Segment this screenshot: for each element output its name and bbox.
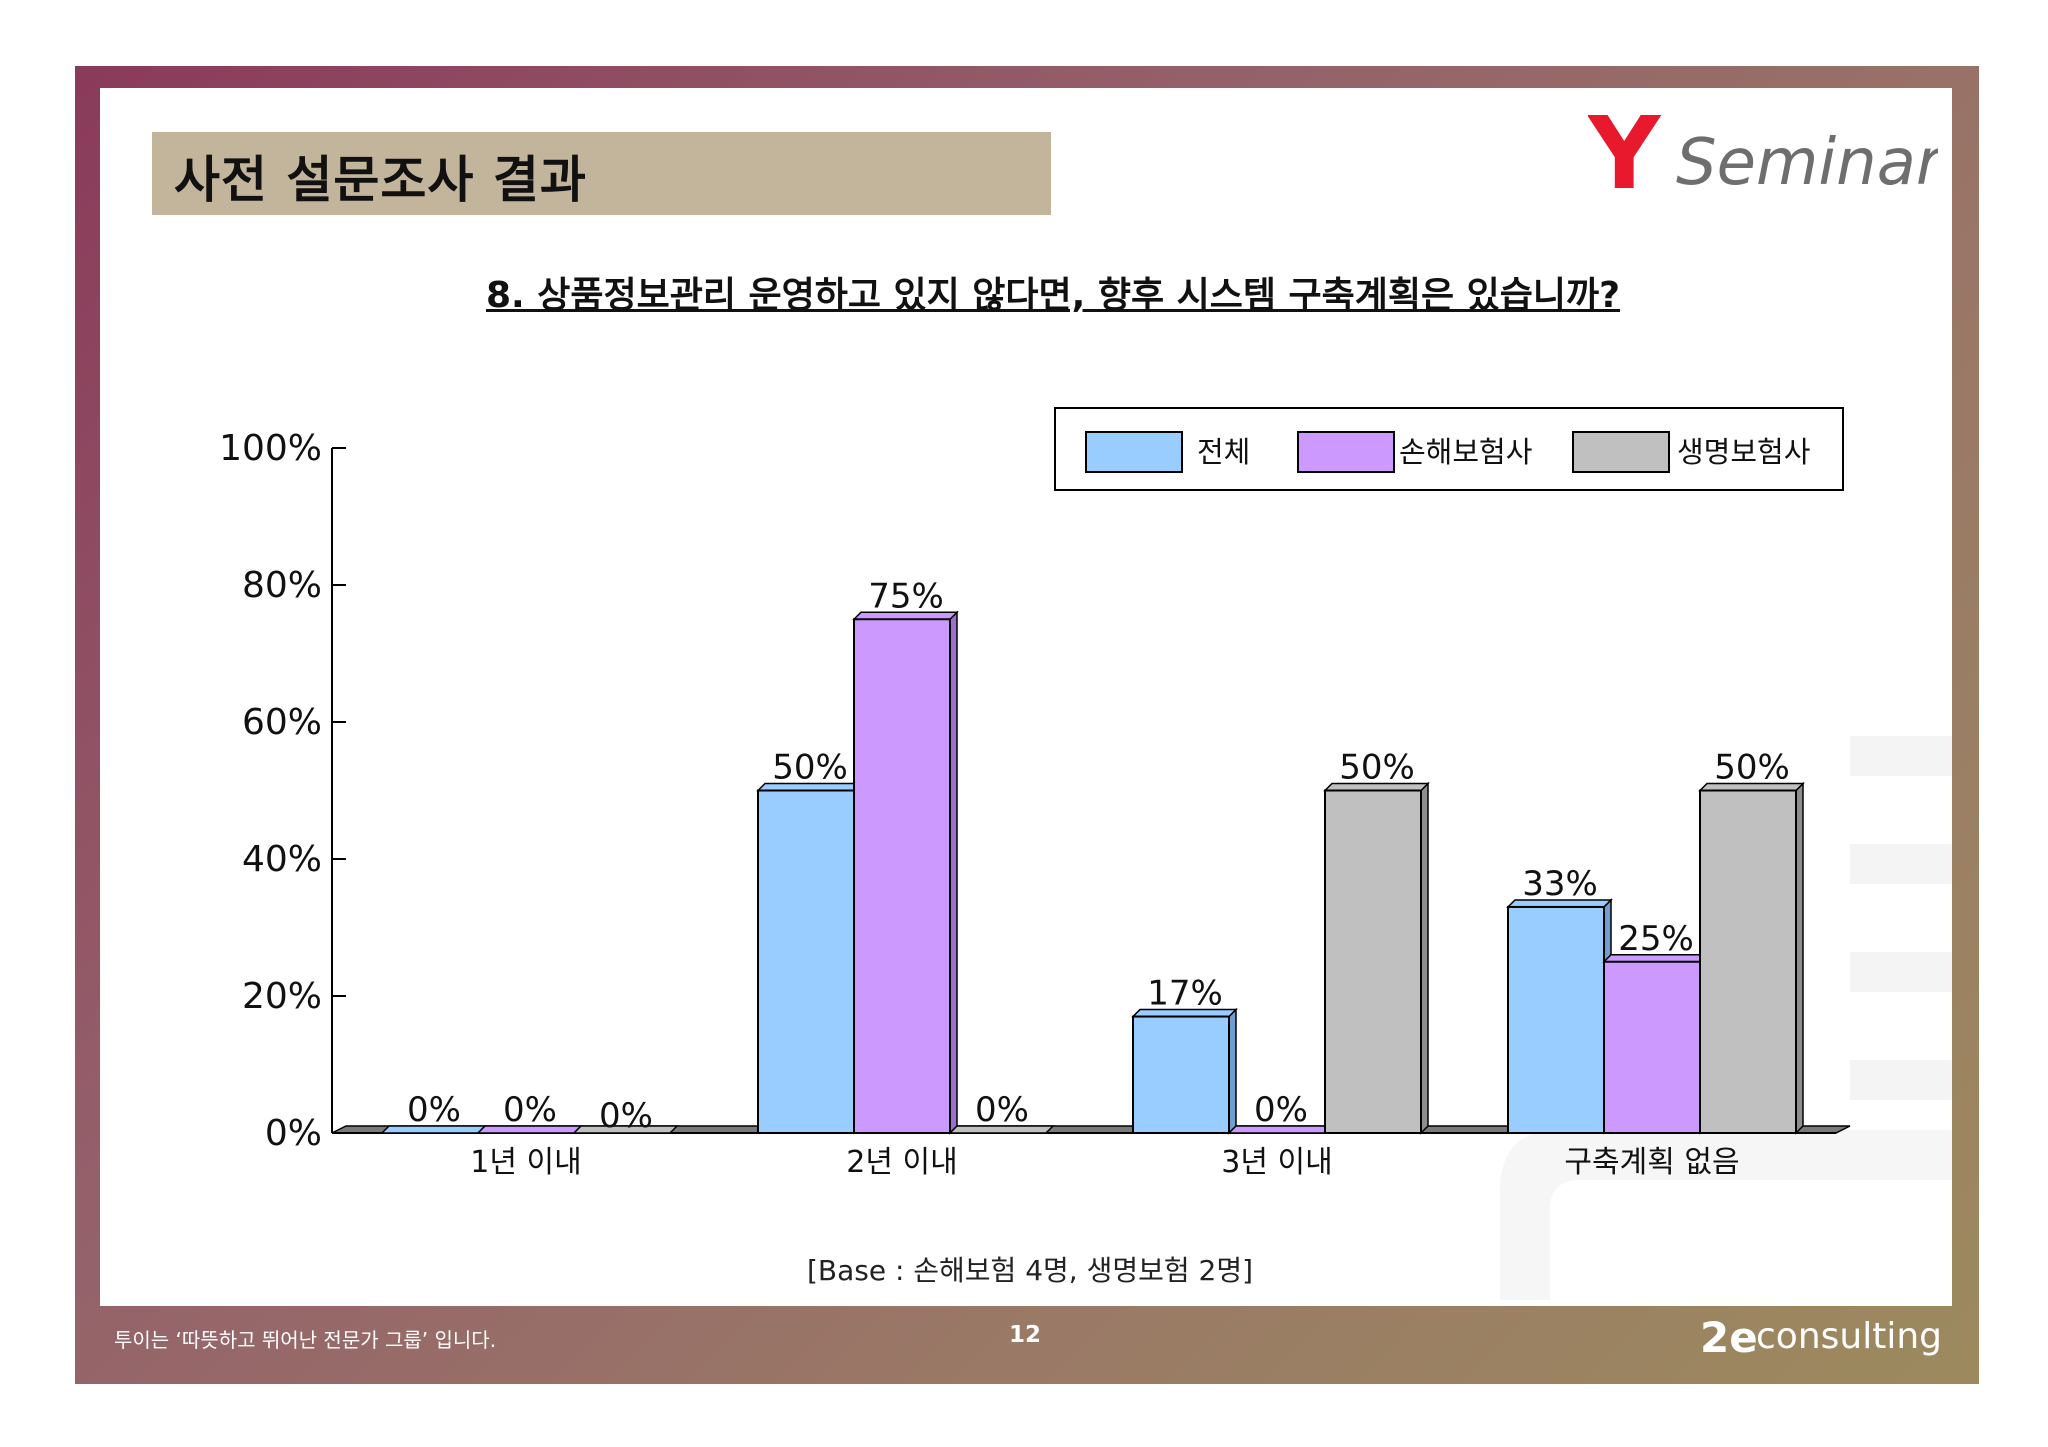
y-tick-label-20: 20% (242, 976, 322, 1017)
data-label-0-2: 0% (599, 1096, 653, 1136)
y-tick-label-80: 80% (242, 565, 322, 606)
yseminar-logo: Y Seminar (1588, 104, 1938, 200)
bar-3-0 (1507, 905, 1605, 1135)
data-label-3-0: 33% (1522, 864, 1598, 904)
logo-consulting-text: consulting (1756, 1316, 1942, 1357)
bar-2-0 (1132, 1015, 1230, 1134)
y-tick-label-60: 60% (242, 702, 322, 743)
data-label-2-2: 50% (1339, 748, 1415, 788)
x-category-label-2: 3년 이내 (1221, 1145, 1332, 1180)
logo-2e-mark: 2e (1700, 1313, 1758, 1362)
bar-side-2-2 (1420, 781, 1429, 1135)
x-category-label-1: 2년 이내 (846, 1145, 957, 1180)
legend-label-2: 생명보험사 (1677, 435, 1810, 469)
x-category-label-0: 1년 이내 (470, 1145, 581, 1180)
y-tick-label-0: 0% (265, 1113, 322, 1154)
legend-swatch-1 (1297, 431, 1395, 473)
logo-seminar-text: Seminar (1676, 126, 1938, 200)
data-label-2-1: 0% (1254, 1090, 1308, 1130)
data-label-3-1: 25% (1618, 919, 1694, 959)
base-note: [Base : 손해보험 4명, 생명보험 2명] (806, 1254, 1254, 1287)
legend-label-0: 전체 (1197, 435, 1250, 469)
x-category-label-3: 구축계획 없음 (1564, 1145, 1739, 1180)
bar-side-1-1 (949, 610, 958, 1135)
bar-2-2 (1324, 789, 1422, 1134)
page-title: 사전 설문조사 결과 (174, 151, 587, 209)
legend-box (1054, 407, 1844, 491)
consulting-logo: 2e consulting (1700, 1313, 1942, 1362)
legend-swatch-2 (1572, 431, 1670, 473)
watermark-logo (1500, 736, 1952, 1300)
data-label-2-0: 17% (1147, 974, 1223, 1014)
data-label-1-2: 0% (975, 1090, 1029, 1130)
legend-swatch-0 (1085, 431, 1183, 473)
page-number: 12 (1008, 1322, 1041, 1348)
footer-slogan: 투이는 ‘따뜻하고 뛰어난 전문가 그룹’ 입니다. (114, 1328, 497, 1352)
bar-0-2 (572, 1125, 679, 1134)
data-label-0-0: 0% (407, 1090, 461, 1130)
logo-y-letter: Y (1588, 104, 1662, 200)
bar-1-1 (853, 618, 951, 1134)
bar-side-2-0 (1228, 1007, 1237, 1135)
question-title: 8. 상품정보관리 운영하고 있지 않다면, 향후 시스템 구축계획은 있습니까… (486, 275, 1621, 316)
bar-3-2 (1699, 789, 1797, 1134)
y-tick-label-100: 100% (219, 428, 322, 469)
bar-1-2 (948, 1125, 1055, 1134)
data-label-3-2: 50% (1714, 748, 1790, 788)
bar-side-3-2 (1795, 781, 1804, 1135)
y-tick-label-40: 40% (242, 839, 322, 880)
bar-1-0 (757, 789, 855, 1134)
data-label-1-1: 75% (868, 576, 944, 616)
bar-3-1 (1603, 960, 1701, 1134)
data-label-0-1: 0% (503, 1090, 557, 1130)
data-label-1-0: 50% (772, 748, 848, 788)
title-band (152, 132, 1051, 215)
legend-label-1: 손해보험사 (1399, 435, 1532, 469)
